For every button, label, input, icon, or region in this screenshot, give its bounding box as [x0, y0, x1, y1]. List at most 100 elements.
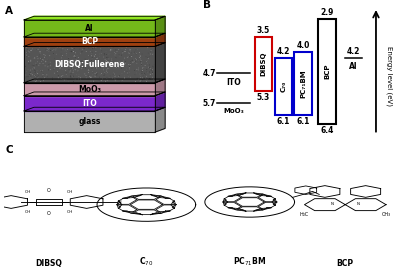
Point — [52, 62, 59, 66]
Point — [138, 78, 144, 83]
Text: C$_{70}$: C$_{70}$ — [139, 256, 154, 268]
Point — [42, 76, 49, 80]
Point — [89, 66, 95, 70]
Point — [102, 79, 109, 84]
Point — [98, 49, 105, 53]
Point — [112, 78, 118, 82]
Point — [122, 74, 128, 78]
Point — [147, 67, 154, 71]
Point — [136, 50, 143, 55]
Point — [33, 70, 40, 74]
Point — [79, 67, 85, 71]
Point — [64, 59, 70, 63]
Point — [110, 70, 116, 75]
Point — [149, 68, 156, 72]
Point — [33, 75, 39, 79]
Point — [96, 75, 103, 79]
Point — [104, 70, 110, 75]
Point — [28, 73, 35, 77]
Point — [121, 76, 128, 80]
Point — [37, 49, 43, 54]
Point — [25, 75, 32, 79]
Point — [49, 77, 56, 81]
Point — [32, 70, 38, 75]
Point — [34, 76, 40, 81]
Point — [93, 45, 99, 50]
Point — [95, 80, 102, 84]
Point — [35, 57, 41, 61]
Point — [146, 76, 153, 81]
Point — [28, 58, 34, 63]
Point — [57, 65, 64, 70]
Point — [101, 51, 108, 56]
Point — [58, 52, 64, 56]
Point — [82, 60, 89, 65]
Point — [43, 48, 49, 52]
Point — [138, 59, 144, 64]
Point — [42, 59, 49, 63]
Point — [106, 45, 112, 50]
Point — [58, 74, 64, 78]
Point — [150, 65, 156, 69]
Point — [89, 73, 96, 77]
Point — [144, 61, 151, 66]
Point — [102, 71, 108, 75]
Point — [107, 74, 113, 78]
Point — [85, 68, 91, 73]
Point — [88, 54, 94, 58]
Point — [39, 74, 46, 79]
Point — [45, 49, 52, 54]
Point — [138, 57, 144, 61]
Point — [32, 73, 38, 78]
Point — [143, 74, 150, 78]
Point — [26, 48, 33, 53]
Point — [44, 75, 51, 79]
Point — [142, 65, 148, 70]
Polygon shape — [24, 16, 165, 20]
Point — [149, 71, 156, 75]
Point — [145, 65, 152, 69]
Point — [72, 55, 78, 60]
Point — [40, 79, 47, 83]
Point — [87, 61, 93, 65]
Point — [92, 73, 98, 78]
Point — [38, 79, 44, 84]
Point — [81, 58, 87, 63]
Point — [69, 75, 76, 79]
Point — [105, 55, 111, 59]
Point — [47, 62, 53, 67]
Point — [139, 52, 145, 56]
Point — [104, 59, 110, 63]
Point — [83, 73, 89, 78]
Point — [98, 71, 104, 76]
Point — [124, 72, 131, 76]
Point — [64, 60, 70, 64]
Point — [96, 54, 102, 58]
Point — [129, 59, 135, 63]
Text: BCP: BCP — [337, 259, 354, 268]
Point — [46, 49, 52, 54]
Point — [58, 56, 64, 60]
Point — [79, 50, 85, 54]
Text: OH: OH — [66, 209, 72, 214]
Point — [32, 79, 39, 84]
Point — [141, 75, 147, 80]
Point — [92, 54, 98, 59]
Point — [122, 76, 128, 80]
Point — [68, 66, 75, 70]
Point — [146, 65, 152, 70]
Point — [54, 62, 60, 67]
Point — [81, 46, 88, 51]
Point — [66, 67, 72, 71]
Point — [116, 74, 123, 78]
Point — [124, 72, 131, 76]
Point — [26, 61, 32, 66]
Point — [96, 60, 102, 64]
Point — [107, 52, 113, 56]
Point — [36, 52, 43, 56]
Point — [38, 56, 44, 61]
Point — [146, 62, 153, 67]
Point — [77, 59, 83, 64]
Point — [76, 74, 82, 78]
Point — [32, 69, 39, 73]
